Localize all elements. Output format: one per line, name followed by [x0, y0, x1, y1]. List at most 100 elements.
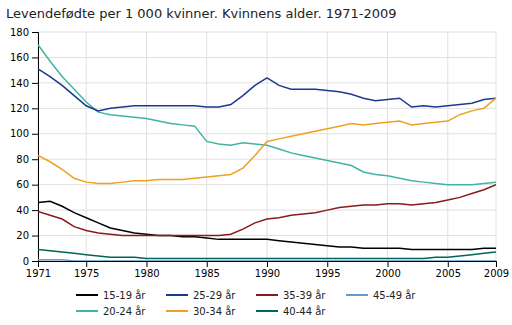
- series-line: [38, 260, 496, 261]
- tick: 40: [16, 205, 38, 216]
- tick-label: 100: [10, 128, 29, 139]
- tick-label: 0: [23, 256, 29, 267]
- tick-mark: [388, 261, 389, 267]
- tick-mark: [32, 83, 38, 84]
- series-line: [38, 185, 496, 236]
- tick-label: 140: [10, 78, 29, 89]
- legend-label: 40-44 år: [283, 305, 326, 317]
- legend-swatch: [76, 310, 98, 312]
- grid-line-x: [206, 32, 207, 261]
- legend-label: 30-34 år: [193, 305, 236, 317]
- grid-line-x: [496, 32, 497, 261]
- x-axis: 1971 1975 1980 1985 1990 1995 2000 2005 2009: [26, 261, 509, 279]
- tick-label: 1985: [195, 268, 220, 279]
- tick: 1990: [255, 261, 280, 279]
- tick: 1995: [315, 261, 340, 279]
- series-line: [38, 69, 496, 111]
- lines: [38, 45, 496, 261]
- tick: 2005: [436, 261, 461, 279]
- tick-mark: [267, 261, 268, 267]
- legend-item: 35-39 år: [256, 289, 326, 301]
- tick-mark: [32, 210, 38, 211]
- legend-label: 35-39 år: [283, 289, 326, 301]
- tick-label: 120: [10, 103, 29, 114]
- tick: 20: [16, 230, 38, 241]
- axis-domain: [39, 262, 497, 268]
- legend-swatch: [166, 310, 188, 312]
- tick: 60: [16, 179, 38, 190]
- grid: [38, 32, 496, 261]
- tick: 80: [16, 154, 38, 165]
- grid-line-x: [86, 32, 87, 261]
- tick-label: 20: [16, 230, 29, 241]
- grid-line-x: [387, 32, 388, 261]
- tick-label: 1975: [74, 268, 99, 279]
- legend-swatch: [256, 294, 278, 296]
- legend-item: 40-44 år: [256, 305, 326, 317]
- legend: 15-19 år 20-24 år 25-29 år 30-34 år 35-39 år…: [76, 289, 416, 317]
- legend-swatch: [256, 310, 278, 312]
- grid-line-x: [447, 32, 448, 261]
- tick-mark: [327, 261, 328, 267]
- tick-label: 80: [16, 154, 29, 165]
- tick-mark: [32, 185, 38, 186]
- tick-label: 2009: [484, 268, 509, 279]
- tick-label: 40: [16, 205, 29, 216]
- legend-item: 25-29 år: [166, 289, 236, 301]
- legend-item: 15-19 år: [76, 289, 146, 301]
- grid-line-x: [327, 32, 328, 261]
- tick-label: 1980: [134, 268, 159, 279]
- tick-mark: [32, 236, 38, 237]
- tick-label: 1971: [26, 268, 51, 279]
- legend-swatch: [166, 294, 188, 296]
- tick: 140: [10, 78, 38, 89]
- chart: Levendefødte per 1 000 kvinner. Kvinnens…: [0, 0, 512, 325]
- plot: 1971 1975 1980 1985 1990 1995 2000 2005 2009 0 20 4…: [10, 27, 509, 279]
- tick-label: 2000: [375, 268, 400, 279]
- legend-swatch: [346, 294, 368, 296]
- tick: 1975: [74, 261, 99, 279]
- tick-mark: [146, 261, 147, 267]
- tick-mark: [32, 134, 38, 135]
- tick-label: 180: [10, 27, 29, 38]
- tick-label: 1990: [255, 268, 280, 279]
- grid-line-x: [146, 32, 147, 261]
- tick: 100: [10, 128, 38, 139]
- axis-domain: [32, 33, 39, 262]
- tick: 160: [10, 52, 38, 63]
- legend-swatch: [76, 294, 98, 296]
- tick-mark: [32, 57, 38, 58]
- tick: 2000: [375, 261, 400, 279]
- tick-mark: [448, 261, 449, 267]
- tick-mark: [32, 261, 38, 262]
- legend-label: 25-29 år: [193, 289, 236, 301]
- tick: 1985: [195, 261, 220, 279]
- tick-label: 160: [10, 52, 29, 63]
- tick-mark: [496, 261, 497, 267]
- series-line: [38, 45, 496, 185]
- legend-label: 45-49 år: [373, 289, 416, 301]
- tick: 180: [10, 27, 38, 38]
- tick-label: 2005: [436, 268, 461, 279]
- tick-mark: [32, 159, 38, 160]
- legend-label: 20-24 år: [103, 305, 146, 317]
- y-axis: 0 20 40 60 80 100 120 140 160 180: [10, 27, 39, 267]
- tick: 1971: [26, 261, 51, 279]
- series-line: [38, 98, 496, 183]
- series-line: [38, 201, 496, 249]
- tick-mark: [207, 261, 208, 267]
- tick: 1980: [134, 261, 159, 279]
- tick-mark: [86, 261, 87, 267]
- legend-item: 45-49 år: [346, 289, 416, 301]
- title: Levendefødte per 1 000 kvinner. Kvinnens…: [6, 6, 397, 21]
- tick: 120: [10, 103, 38, 114]
- series-line: [38, 250, 496, 259]
- legend-label: 15-19 år: [103, 289, 146, 301]
- tick-mark: [32, 108, 38, 109]
- tick: 2009: [484, 261, 509, 279]
- tick-label: 60: [16, 179, 29, 190]
- legend-item: 20-24 år: [76, 305, 146, 317]
- legend-item: 30-34 år: [166, 305, 236, 317]
- tick-label: 1995: [315, 268, 340, 279]
- tick-mark: [32, 32, 38, 33]
